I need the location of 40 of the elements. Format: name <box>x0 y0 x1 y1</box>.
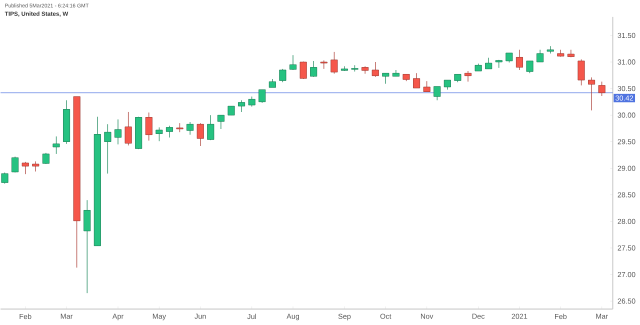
candlestick <box>330 52 338 74</box>
candlestick <box>1 172 8 184</box>
candlestick <box>248 96 256 108</box>
candlestick <box>22 162 29 175</box>
candlestick <box>300 61 307 80</box>
candlestick <box>32 161 40 172</box>
candlestick <box>207 114 214 141</box>
candlestick <box>526 60 534 74</box>
candlestick <box>166 126 173 138</box>
candlestick <box>156 127 163 142</box>
candlestick <box>12 156 19 173</box>
candlestick <box>217 114 224 130</box>
candlestick <box>145 112 152 142</box>
candlestick <box>536 50 544 62</box>
candlestick <box>310 60 318 78</box>
candlestick <box>228 106 235 116</box>
candlestick <box>578 59 585 86</box>
candlestick <box>506 52 513 64</box>
candlestick <box>84 200 91 294</box>
candlestick <box>124 112 132 146</box>
candlestick <box>434 86 441 101</box>
candlestick <box>258 89 266 104</box>
candlestick <box>464 70 472 82</box>
candlestick <box>413 72 420 89</box>
candlestick <box>382 72 390 84</box>
candlestick <box>238 100 246 112</box>
candlestick <box>196 122 204 146</box>
candlestick <box>444 80 451 90</box>
candlestick <box>52 136 60 154</box>
candlestick <box>516 50 524 70</box>
candlestick <box>598 81 606 96</box>
candlestick <box>289 54 297 70</box>
candlestick <box>114 119 122 145</box>
candlestick <box>176 122 184 133</box>
candlestick <box>104 124 112 174</box>
candlestick <box>588 77 596 111</box>
candlestick <box>279 68 286 83</box>
candlestick <box>186 122 194 136</box>
candlestick <box>372 62 379 78</box>
candlestick <box>423 80 430 92</box>
